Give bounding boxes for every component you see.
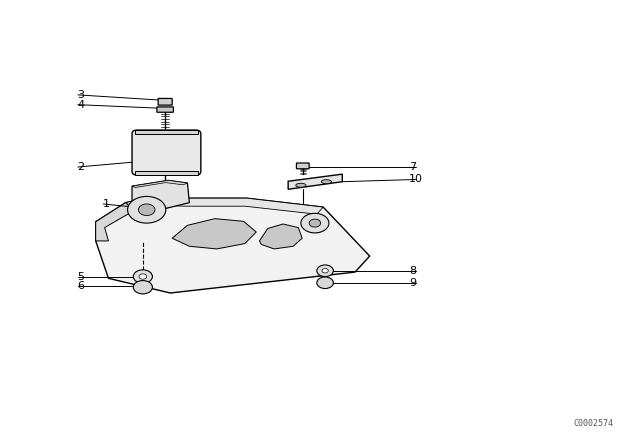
FancyBboxPatch shape <box>296 163 309 169</box>
Circle shape <box>133 270 152 283</box>
Text: 3: 3 <box>77 90 84 100</box>
FancyBboxPatch shape <box>158 99 172 105</box>
Text: C0002574: C0002574 <box>573 419 613 428</box>
Circle shape <box>317 265 333 276</box>
Circle shape <box>317 277 333 289</box>
Polygon shape <box>135 129 198 134</box>
Circle shape <box>301 213 329 233</box>
Polygon shape <box>132 181 188 188</box>
Text: 7: 7 <box>409 162 417 172</box>
Text: 1: 1 <box>102 199 109 209</box>
Text: 9: 9 <box>409 278 417 288</box>
Ellipse shape <box>296 183 306 187</box>
Polygon shape <box>172 219 256 249</box>
Circle shape <box>309 219 321 227</box>
Text: 5: 5 <box>77 271 84 281</box>
Polygon shape <box>132 181 189 208</box>
FancyBboxPatch shape <box>132 130 201 175</box>
Polygon shape <box>259 224 302 249</box>
Polygon shape <box>288 174 342 189</box>
Text: 2: 2 <box>77 162 84 172</box>
Circle shape <box>127 196 166 223</box>
Text: 4: 4 <box>77 100 84 110</box>
Text: 8: 8 <box>409 266 417 276</box>
Circle shape <box>133 280 152 294</box>
Circle shape <box>322 268 328 273</box>
Polygon shape <box>96 196 370 293</box>
Polygon shape <box>125 196 323 214</box>
Circle shape <box>138 204 155 215</box>
Text: 6: 6 <box>77 281 84 291</box>
Polygon shape <box>96 202 134 241</box>
Circle shape <box>139 274 147 279</box>
FancyBboxPatch shape <box>157 107 173 112</box>
Ellipse shape <box>321 180 332 184</box>
Polygon shape <box>135 172 198 175</box>
Text: 10: 10 <box>409 174 423 185</box>
